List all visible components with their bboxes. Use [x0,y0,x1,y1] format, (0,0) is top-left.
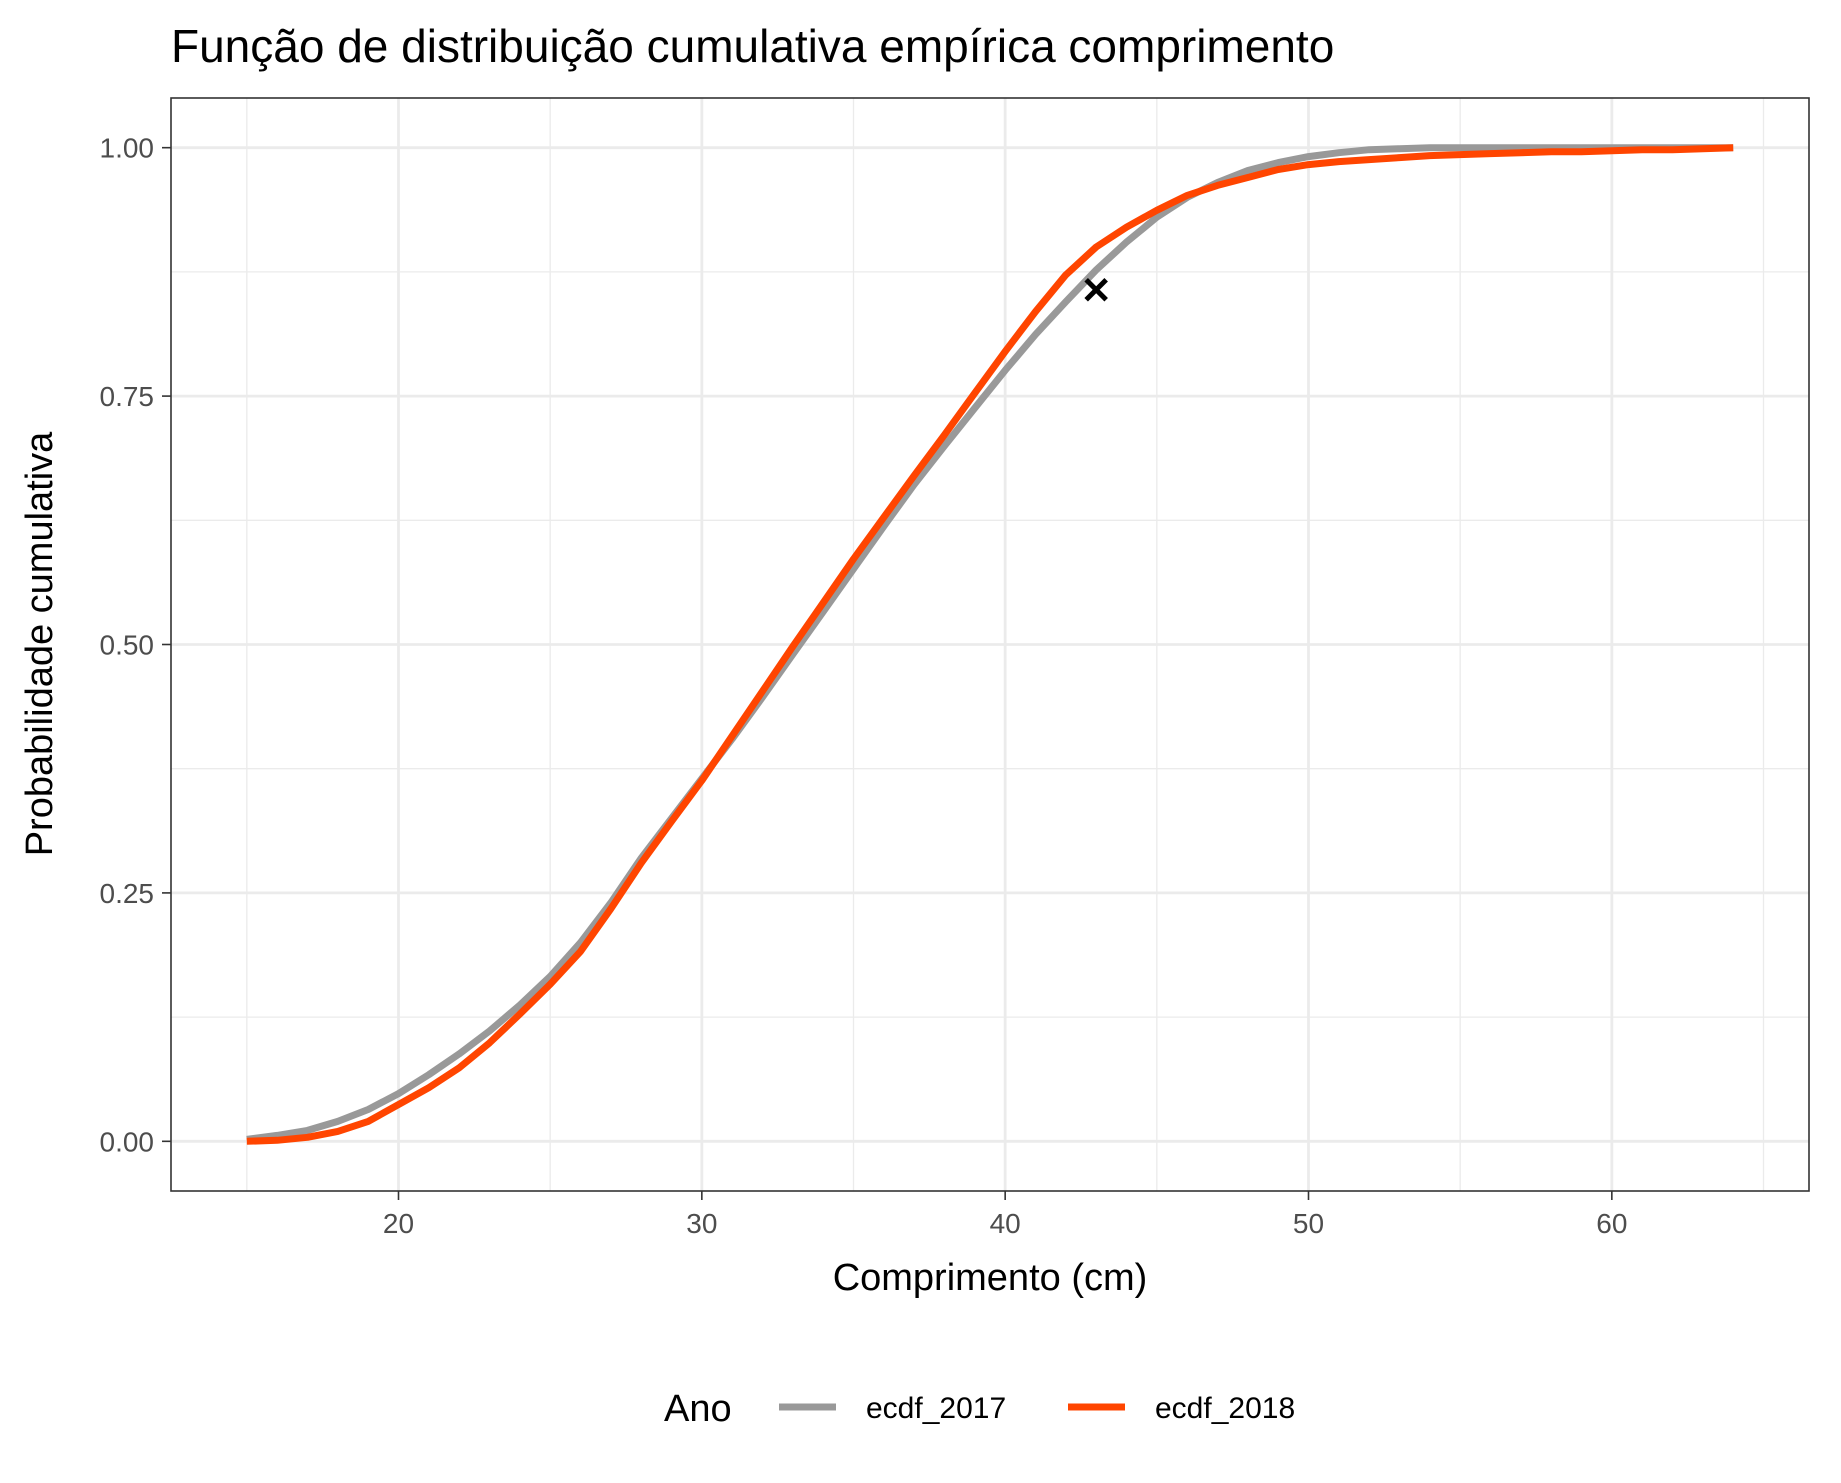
y-axis: 0.00 0.25 0.50 0.75 1.00 [100,133,171,1157]
x-marker [1084,278,1108,302]
x-axis: 20 30 40 50 60 [383,1191,1627,1239]
y-tick-label: 0.25 [100,878,155,909]
legend-label-ecdf-2018: ecdf_2018 [1155,1392,1295,1425]
plot-panel [170,97,1810,1192]
y-tick-label: 1.00 [100,133,155,164]
x-tick-label: 50 [1293,1208,1324,1239]
y-tick-label: 0.75 [100,381,155,412]
x-tick-label: 40 [990,1208,1021,1239]
series-line-ecdf-2017 [246,144,1734,1143]
y-tick-label: 0.00 [100,1126,155,1157]
legend-title: Ano [664,1388,732,1430]
series-layer [246,144,1734,1145]
x-tick-label: 20 [383,1208,414,1239]
annotation-layer [1084,278,1108,302]
x-axis-title: Comprimento (cm) [833,1257,1148,1299]
x-tick-label: 60 [1596,1208,1627,1239]
series-line-ecdf-2018 [246,144,1734,1145]
chart-title: Função de distribuição cumulativa empíri… [171,20,1334,72]
x-marker-stroke [1084,278,1108,302]
legend-items: ecdf_2017 ecdf_2018 [779,1392,1295,1425]
x-tick-label: 30 [686,1208,717,1239]
legend: Ano ecdf_2017 ecdf_2018 [664,1388,1295,1430]
y-axis-title: Probabilidade cumulativa [19,431,61,856]
legend-label-ecdf-2017: ecdf_2017 [866,1392,1006,1425]
y-tick-label: 0.50 [100,630,155,661]
